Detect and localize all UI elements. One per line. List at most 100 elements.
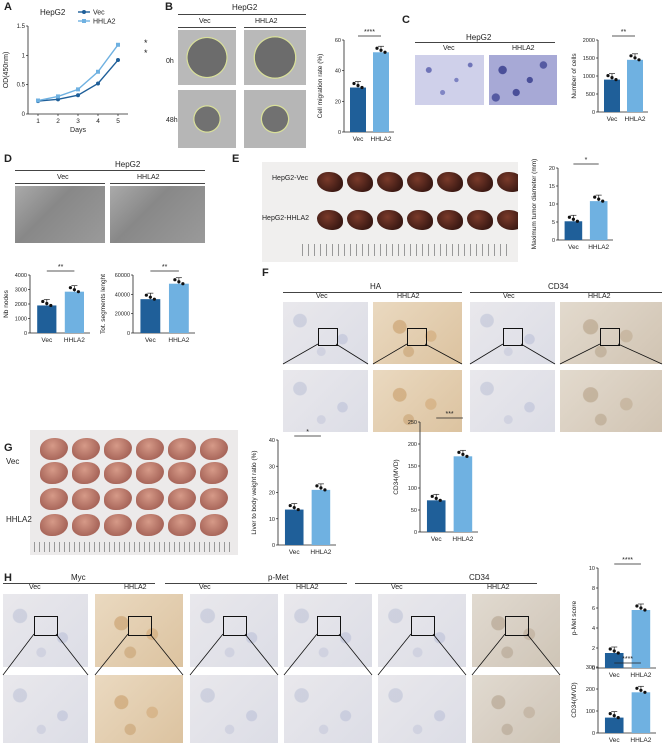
- y-tick-label: 30: [269, 464, 275, 470]
- y-tick-label: 10: [589, 566, 595, 572]
- data-point: [635, 686, 639, 690]
- data-point: [457, 450, 461, 454]
- chart-c: 0 500 1000 1500 2000 Vec HHLA2 ** Number of cell…: [571, 29, 648, 123]
- transwell-image-hhla2: [489, 55, 557, 105]
- data-point: [643, 608, 647, 612]
- data-point: [575, 219, 580, 223]
- chart-b: 0 20 40 60 Vec HHLA2 **** Cell migration rate (…: [317, 29, 394, 143]
- y-tick-label: 0: [592, 110, 595, 116]
- ihc-ha-vec-zoom: [283, 370, 368, 432]
- y-tick-label: 0: [552, 238, 555, 244]
- x-tick-label: HHLA2: [168, 337, 189, 344]
- data-point: [288, 503, 292, 508]
- panel-b-row-0h: 0h: [166, 58, 174, 65]
- panel-h-col-1: Vec: [29, 584, 41, 591]
- legend-marker: [82, 10, 86, 14]
- y-axis-label: Number of cells: [571, 53, 578, 99]
- y-tick-label: 250: [408, 420, 417, 426]
- ihc-pmet-hhla2: [284, 594, 372, 667]
- sig-label: *: [306, 429, 309, 436]
- data-point: [571, 217, 576, 221]
- data-point: [643, 690, 647, 694]
- ihc-ha-hhla2-zoom: [373, 370, 462, 432]
- series-point: [36, 98, 40, 103]
- bar-hhla2: [631, 692, 651, 733]
- data-point: [296, 507, 300, 512]
- sig-label: *: [585, 157, 588, 164]
- data-point: [610, 76, 614, 80]
- data-point: [45, 301, 49, 306]
- y-tick-label: 200: [408, 442, 417, 448]
- ihc-cd34-hhla2-h: [472, 594, 560, 667]
- ihc-cd34-hhla2-h-zoom: [472, 675, 560, 743]
- ihc-pmet-vec-zoom: [190, 675, 278, 743]
- data-point: [633, 56, 637, 60]
- x-tick-label: 2: [56, 118, 60, 125]
- ihc-pmet-vec: [190, 594, 278, 667]
- data-point: [593, 195, 597, 199]
- panel-c-col-vec: Vec: [443, 45, 455, 52]
- panel-c-col-hhla2: HHLA2: [512, 45, 535, 52]
- data-point: [612, 649, 616, 653]
- panel-h-group-myc: Myc: [71, 573, 86, 582]
- bar-vec: [140, 299, 161, 333]
- y-tick-label: 1500: [583, 56, 595, 62]
- y-tick-label: 5: [552, 220, 555, 226]
- panel-b-col-hhla2: HHLA2: [255, 18, 278, 25]
- bar-vec: [284, 509, 304, 545]
- data-point: [635, 604, 639, 608]
- y-tick-label: 1000: [583, 74, 595, 80]
- legend-marker: [82, 19, 86, 23]
- bar-vec: [604, 653, 624, 668]
- y-tick-label: 0: [338, 130, 341, 136]
- legend-label: HHLA2: [93, 19, 116, 26]
- series-point: [116, 58, 120, 63]
- bar-hhla2: [168, 283, 189, 333]
- scratch-image-hhla2-0h: [244, 30, 306, 85]
- series-point: [76, 93, 80, 98]
- legend-label: Vec: [93, 10, 105, 17]
- panel-h-col-4: HHLA2: [296, 584, 319, 591]
- data-point: [173, 278, 177, 282]
- data-point: [616, 716, 620, 720]
- y-tick-label: 500: [586, 92, 595, 98]
- x-tick-label: HHLA2: [630, 672, 651, 679]
- chart-g1: 0 10 20 30 40 Vec HHLA2 * Liver to body weight r…: [251, 429, 336, 556]
- ihc-cd34-vec: [470, 302, 555, 364]
- ihc-myc-vec: [3, 594, 88, 667]
- chart-d2: 0 20000 40000 60000 Vec HHLA2 ** Tot. segments …: [100, 264, 195, 344]
- y-tick-label: 1000: [15, 317, 27, 323]
- data-point: [606, 74, 610, 78]
- x-tick-label: Vec: [609, 672, 621, 679]
- x-tick-label: Vec: [289, 549, 301, 556]
- ihc-myc-hhla2-zoom: [95, 675, 183, 743]
- panel-f-col-3: Vec: [503, 293, 515, 300]
- panel-h-col-6: HHLA2: [487, 584, 510, 591]
- ihc-pmet-hhla2-zoom: [284, 675, 372, 743]
- bar-vec: [426, 500, 446, 532]
- panel-f-col-4: HHLA2: [588, 293, 611, 300]
- panel-h-col-2: HHLA2: [124, 584, 147, 591]
- bar-hhla2: [64, 291, 84, 333]
- data-point: [292, 505, 296, 510]
- y-tick-label: 20: [269, 491, 275, 497]
- data-point: [567, 215, 572, 219]
- data-point: [319, 486, 323, 490]
- sig-label: ****: [622, 557, 633, 564]
- bar-hhla2: [631, 610, 651, 668]
- panel-a-label: A: [4, 1, 12, 13]
- panel-h-col-3: Vec: [199, 584, 211, 591]
- y-tick-label: 60: [335, 38, 341, 44]
- data-point: [434, 496, 438, 500]
- y-tick-label: 10: [549, 202, 555, 208]
- data-point: [323, 488, 327, 492]
- ihc-ha-hhla2: [373, 302, 462, 364]
- sig-a1: *: [144, 38, 148, 48]
- data-point: [144, 293, 148, 297]
- panel-d-col-vec: Vec: [57, 174, 69, 181]
- y-tick-label: 200: [586, 687, 595, 693]
- ihc-cd34-vec-zoom: [470, 370, 555, 432]
- chart-a: 0 0.5 1 1.5 1 2 3 4 5 Days OD(450nm) Vec HHLA2: [3, 10, 128, 134]
